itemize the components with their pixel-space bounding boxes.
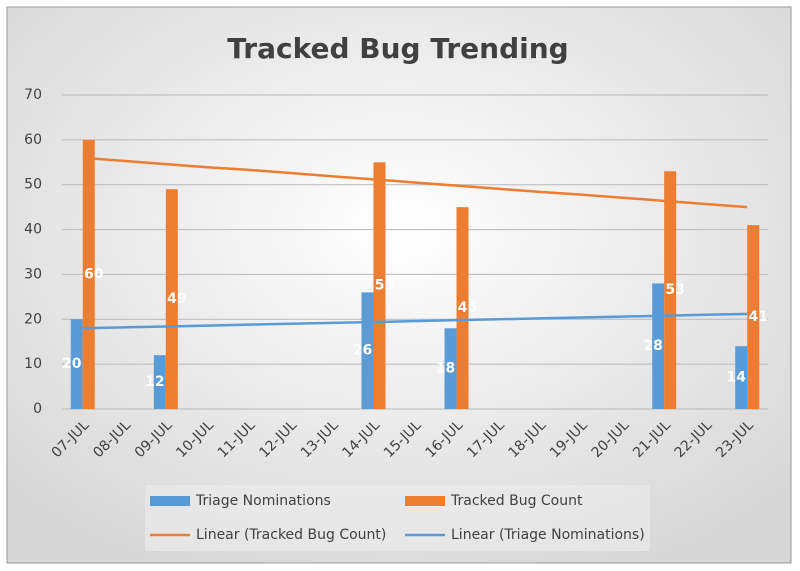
trend-line [82, 156, 748, 209]
legend-swatch [405, 496, 445, 506]
data-label: 20 [62, 356, 82, 372]
y-tick-label: 60 [24, 132, 42, 148]
bar [70, 319, 83, 409]
y-tick-label: 30 [24, 266, 42, 282]
y-tick-label: 20 [24, 311, 42, 327]
bar [456, 207, 469, 409]
legend-label: Linear (Tracked Bug Count) [196, 527, 386, 543]
data-label: 41 [748, 309, 767, 325]
legend-label: Tracked Bug Count [450, 493, 583, 509]
bar [165, 189, 178, 409]
y-tick-label: 50 [24, 177, 42, 193]
chart-title: Tracked Bug Trending [227, 32, 568, 65]
trend-line [82, 312, 748, 330]
data-label: 55 [375, 278, 394, 294]
legend-box [145, 485, 650, 551]
y-tick-label: 40 [24, 222, 42, 238]
y-tick-label: 0 [33, 401, 42, 417]
bar [82, 139, 95, 409]
legend-label: Linear (Triage Nominations) [451, 527, 645, 543]
y-tick-label: 10 [24, 356, 42, 372]
data-label: 53 [665, 282, 684, 298]
data-label: 49 [167, 291, 186, 307]
bar [153, 355, 166, 409]
bar [735, 346, 748, 409]
data-label: 18 [436, 361, 455, 377]
data-label: 28 [643, 338, 662, 354]
bar [747, 225, 760, 409]
data-label: 12 [145, 374, 164, 390]
data-label: 60 [84, 266, 104, 282]
y-tick-label: 70 [24, 87, 42, 103]
bar [373, 162, 386, 409]
bar [444, 328, 457, 409]
data-label: 45 [458, 300, 477, 316]
legend-swatch [150, 496, 190, 506]
data-label: 26 [353, 343, 372, 359]
data-label: 14 [726, 370, 746, 386]
bar [664, 171, 677, 409]
legend-label: Triage Nominations [195, 493, 331, 509]
